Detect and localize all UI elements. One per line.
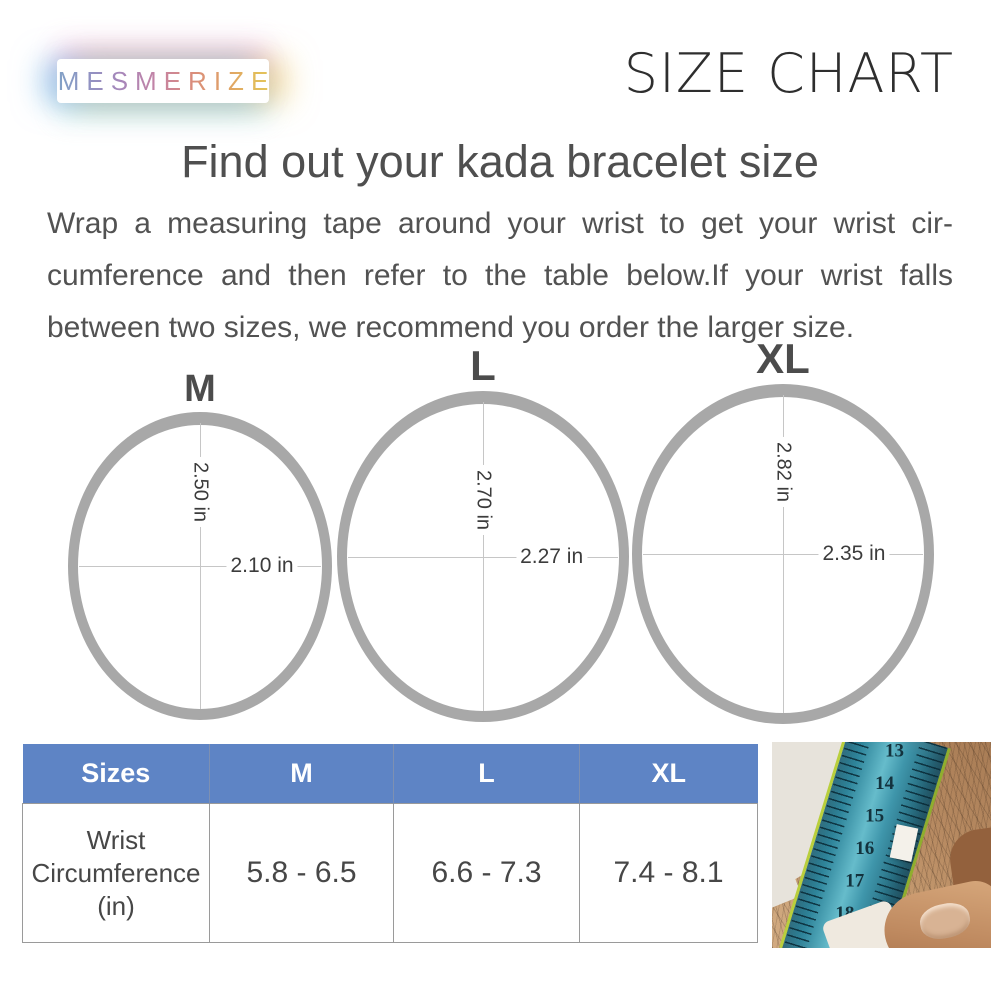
header-cell-xl: XL xyxy=(579,744,758,804)
brand-logo-text: MESMERIZE xyxy=(51,66,276,97)
vertical-diameter-label: 2.82 in xyxy=(771,437,795,508)
ring-size-label: L xyxy=(470,342,496,389)
horizontal-diameter-label: 2.35 in xyxy=(818,542,890,566)
header-cell-sizes: Sizes xyxy=(22,744,210,804)
ring-diagram-m: M 2.50 in 2.10 in xyxy=(68,368,332,720)
section-heading: Find out your kada bracelet size xyxy=(181,136,819,187)
intro-line: between two sizes, we recommend you orde… xyxy=(47,311,855,344)
horizontal-axis-line xyxy=(348,556,618,558)
horizontal-axis-line xyxy=(643,554,923,555)
intro-line: cumference and then refer to the table b… xyxy=(47,259,953,292)
page-title: SIZE CHART xyxy=(623,42,954,105)
cell-xl-range: 7.4 - 8.1 xyxy=(579,803,758,943)
vertical-diameter-label: 2.70 in xyxy=(471,465,495,536)
wrist-measuring-photo: 13 14 15 16 17 18 xyxy=(772,742,991,948)
size-table: Sizes M L XL Wrist Circumference (in) 5.… xyxy=(22,744,758,943)
horizontal-diameter-label: 2.10 in xyxy=(226,554,298,578)
cell-m-range: 5.8 - 6.5 xyxy=(209,803,394,943)
ring-diagram-l: L 2.70 in 2.27 in xyxy=(337,342,629,722)
brand-logo: MESMERIZE xyxy=(57,59,269,103)
table-row: Wrist Circumference (in) 5.8 - 6.5 6.6 -… xyxy=(22,803,758,943)
horizontal-diameter-label: 2.27 in xyxy=(516,544,588,569)
vertical-diameter-label: 2.50 in xyxy=(188,457,212,528)
horizontal-axis-line xyxy=(79,566,321,567)
ring-size-label: M xyxy=(184,368,216,410)
header-cell-l: L xyxy=(393,744,580,804)
cell-l-range: 6.6 - 7.3 xyxy=(393,803,580,943)
intro-paragraph: Wrap a measuring tape around your wrist … xyxy=(47,198,953,354)
tape-number: 14 xyxy=(875,772,895,794)
row-label-wrist-circumference: Wrist Circumference (in) xyxy=(22,803,210,943)
tape-number: 17 xyxy=(845,870,865,892)
ring-size-label: XL xyxy=(756,335,810,382)
tape-number: 15 xyxy=(865,805,885,827)
table-header-row: Sizes M L XL xyxy=(22,744,758,804)
header-cell-m: M xyxy=(209,744,394,804)
tape-number: 13 xyxy=(885,742,905,762)
intro-line: Wrap a measuring tape around your wrist … xyxy=(47,207,953,240)
ring-diagram-xl: XL 2.82 in 2.35 in xyxy=(632,335,934,724)
